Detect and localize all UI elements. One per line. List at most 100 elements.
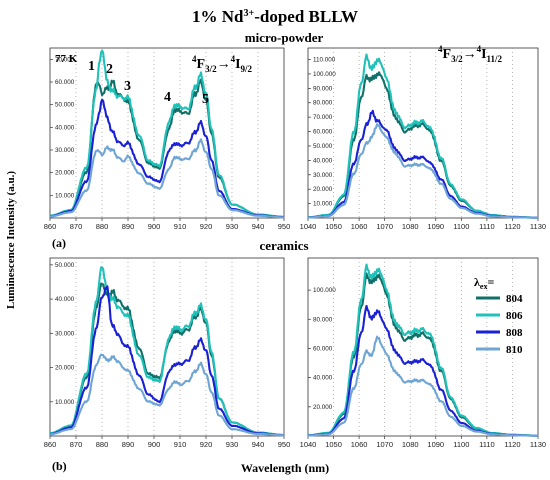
series-line-806 xyxy=(49,266,284,437)
y-tick-label: 20.000 xyxy=(55,170,75,177)
peak-label-4: 4 xyxy=(164,90,171,105)
peak-label-5: 5 xyxy=(202,92,209,107)
y-tick-label: 70.000 xyxy=(313,114,333,121)
x-axis-label: Wavelength (nm) xyxy=(241,461,329,475)
series-line-806 xyxy=(50,49,284,218)
x-tick-label: 1090 xyxy=(427,222,444,231)
x-tick-label: 1090 xyxy=(427,440,444,449)
y-tick-label: 60.000 xyxy=(313,345,333,352)
series-line-810 xyxy=(307,335,539,437)
series-line-810 xyxy=(50,353,284,437)
legend-label-810: 810 xyxy=(506,344,523,356)
x-tick-label: 1130 xyxy=(530,222,546,231)
y-tick-label: 90.000 xyxy=(313,85,333,92)
figure-title: 1% Nd3+-doped BLLW xyxy=(192,7,358,26)
x-tick-label: 940 xyxy=(252,440,265,449)
series-line-810 xyxy=(50,138,284,219)
x-tick-label: 1110 xyxy=(479,440,495,449)
x-tick-label: 940 xyxy=(252,222,265,231)
y-tick-label: 20.000 xyxy=(313,186,333,193)
x-tick-label: 1100 xyxy=(453,440,469,449)
y-tick-label: 100.000 xyxy=(313,287,336,294)
x-tick-label: 1060 xyxy=(351,222,368,231)
x-tick-label: 890 xyxy=(122,222,135,231)
y-tick-label: 110.000 xyxy=(313,57,336,64)
x-tick-label: 1070 xyxy=(376,222,393,231)
x-tick-label: 1070 xyxy=(376,440,393,449)
x-tick-label: 1080 xyxy=(402,222,419,231)
x-tick-label: 1080 xyxy=(402,440,419,449)
x-tick-label: 910 xyxy=(174,222,187,231)
x-tick-label: 1130 xyxy=(530,440,546,449)
x-tick-label: 890 xyxy=(122,440,135,449)
y-tick-label: 10.000 xyxy=(55,399,75,406)
x-tick-label: 1100 xyxy=(453,222,469,231)
plot-frame xyxy=(307,47,539,219)
x-tick-label: 950 xyxy=(278,440,291,449)
y-tick-label: 20.000 xyxy=(313,404,333,411)
y-tick-label: 30.000 xyxy=(55,147,75,154)
y-tick-label: 80.000 xyxy=(313,100,333,107)
panel-letter-a: (a) xyxy=(52,236,66,250)
x-tick-label: 930 xyxy=(226,222,239,231)
x-tick-label: 1060 xyxy=(351,440,368,449)
legend-label-804: 804 xyxy=(506,293,523,305)
series-line-808 xyxy=(49,285,284,437)
legend-label-806: 806 xyxy=(506,310,523,322)
panel-a-right: 1040 1050 1060 1070 1080 1090 1100 1110 1120 1130… xyxy=(300,47,546,231)
x-tick-label: 950 xyxy=(278,222,291,231)
y-tick-label: 50.000 xyxy=(313,143,333,150)
x-tick-label: 920 xyxy=(200,222,213,231)
y-tick-label: 10.000 xyxy=(55,192,75,199)
y-tick-label: 30.000 xyxy=(55,330,75,337)
row-title-ceramics: ceramics xyxy=(259,238,308,253)
x-tick-label: 880 xyxy=(96,222,109,231)
legend-label-808: 808 xyxy=(506,327,523,339)
panel-b-right: 1040 1050 1060 1070 1080 1090 1100 1110 1120 1130… xyxy=(300,257,546,449)
legend: λex= 804 806 808 810 xyxy=(474,275,523,356)
x-tick-label: 1120 xyxy=(504,222,520,231)
y-tick-label: 60.000 xyxy=(55,79,75,86)
peak-label-3: 3 xyxy=(124,79,131,94)
y-axis-label: Luminescence Intensity (a.u.) xyxy=(5,171,17,309)
x-tick-label: 1050 xyxy=(325,222,342,231)
row-title-micro-powder: micro-powder xyxy=(245,30,324,45)
y-tick-label: 60.000 xyxy=(313,129,333,136)
y-tick-label: 100.000 xyxy=(313,71,336,78)
peak-label-1: 1 xyxy=(88,59,95,74)
panel-a-left: 860 870 880 890 900 910 920 930 940 950 10.000 20.0… xyxy=(44,47,291,231)
y-tick-label: 40.000 xyxy=(55,296,75,303)
x-tick-label: 1040 xyxy=(300,222,317,231)
series-line-810 xyxy=(307,123,539,219)
y-tick-label: 70.000 xyxy=(55,56,75,63)
transition-label-right: 4F3/2→4I11/2 xyxy=(438,44,503,64)
x-tick-label: 860 xyxy=(44,222,57,231)
x-tick-label: 1110 xyxy=(479,222,495,231)
x-tick-label: 1050 xyxy=(325,440,342,449)
y-tick-label: 50.000 xyxy=(55,262,75,269)
x-tick-label: 900 xyxy=(148,222,161,231)
x-tick-label: 870 xyxy=(70,222,83,231)
x-tick-label: 870 xyxy=(70,440,83,449)
y-tick-label: 50.000 xyxy=(55,102,75,109)
x-tick-label: 880 xyxy=(96,440,109,449)
temperature-label: 77 K xyxy=(55,53,78,65)
y-tick-label: 80.000 xyxy=(313,316,333,323)
y-tick-label: 40.000 xyxy=(313,157,333,164)
panel-letter-b: (b) xyxy=(52,459,67,473)
peak-label-2: 2 xyxy=(106,62,113,77)
y-tick-label: 20.000 xyxy=(55,365,75,372)
x-tick-label: 920 xyxy=(200,440,213,449)
y-tick-label: 30.000 xyxy=(313,172,333,179)
transition-label-left: 4F3/2→4I9/2 xyxy=(192,54,253,74)
y-tick-label: 40.000 xyxy=(55,124,75,131)
plot-frame xyxy=(307,257,539,437)
x-tick-label: 900 xyxy=(148,440,161,449)
x-tick-label: 1120 xyxy=(504,440,520,449)
panel-b-left: 860 870 880 890 900 910 920 930 940 950 10.000 20.0… xyxy=(44,257,291,449)
x-tick-label: 910 xyxy=(174,440,187,449)
legend-title: λex= xyxy=(474,275,494,291)
x-tick-label: 1040 xyxy=(300,440,317,449)
y-tick-label: 10.000 xyxy=(313,201,333,208)
